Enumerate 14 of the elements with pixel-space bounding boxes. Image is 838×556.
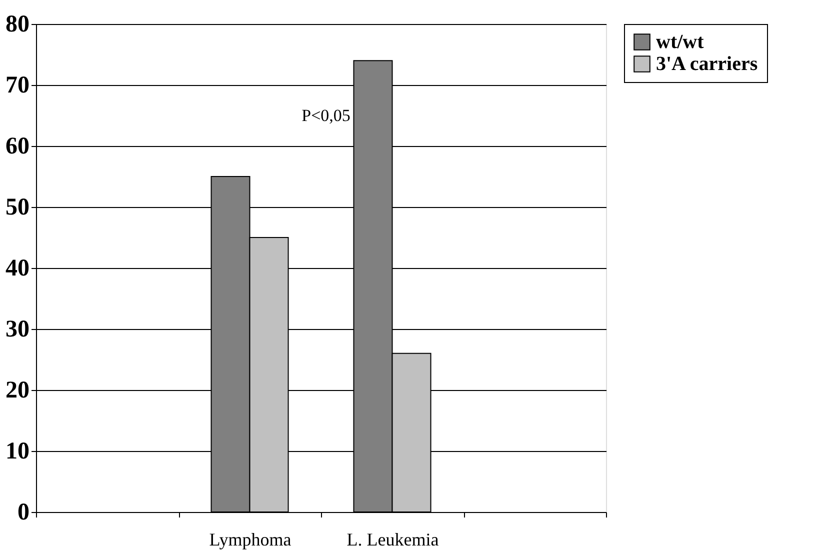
- y-tick-label: 20: [6, 378, 30, 404]
- y-tick-label: 70: [6, 72, 30, 98]
- y-tick-label: 30: [6, 316, 30, 342]
- y-tick-label: 60: [6, 134, 30, 160]
- annotation: P<0,05: [302, 106, 350, 125]
- y-tick-label: 40: [6, 256, 30, 282]
- legend-label: 3'A carriers: [656, 53, 758, 75]
- legend-label: wt/wt: [656, 31, 704, 53]
- y-tick-label: 50: [6, 194, 30, 220]
- y-tick-label: 10: [6, 438, 30, 464]
- y-tick-label: 0: [18, 500, 30, 526]
- x-tick-label: Lymphoma: [209, 530, 292, 550]
- x-tick-label: L. Leukemia: [346, 530, 439, 550]
- y-tick-label: 80: [6, 12, 30, 38]
